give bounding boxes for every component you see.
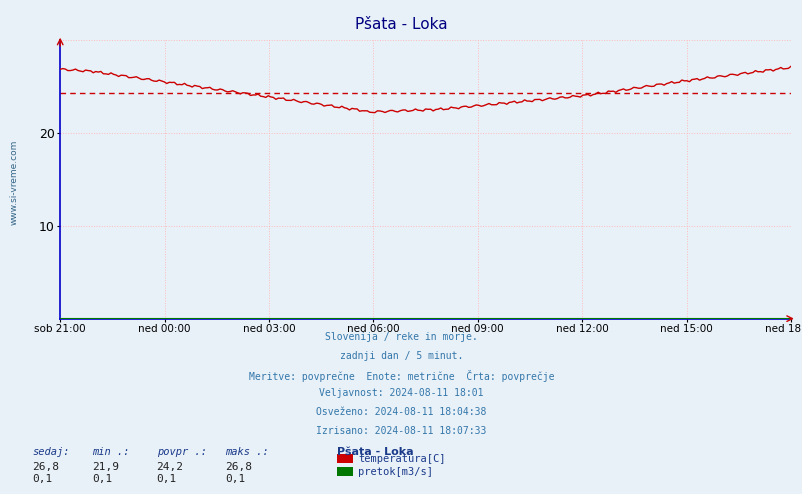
Text: 0,1: 0,1 (92, 474, 112, 484)
Text: maks .:: maks .: (225, 447, 268, 457)
Text: povpr .:: povpr .: (156, 447, 206, 457)
Text: Meritve: povprečne  Enote: metrične  Črta: povprečje: Meritve: povprečne Enote: metrične Črta:… (249, 370, 553, 381)
Text: sedaj:: sedaj: (32, 447, 70, 457)
Text: Osveženo: 2024-08-11 18:04:38: Osveženo: 2024-08-11 18:04:38 (316, 407, 486, 417)
Text: 21,9: 21,9 (92, 462, 119, 472)
Text: 0,1: 0,1 (225, 474, 245, 484)
Text: 24,2: 24,2 (156, 462, 184, 472)
Text: 0,1: 0,1 (156, 474, 176, 484)
Text: min .:: min .: (92, 447, 130, 457)
Text: temperatura[C]: temperatura[C] (358, 454, 445, 464)
Text: www.si-vreme.com: www.si-vreme.com (10, 140, 18, 225)
Text: zadnji dan / 5 minut.: zadnji dan / 5 minut. (339, 351, 463, 361)
Text: Slovenija / reke in morje.: Slovenija / reke in morje. (325, 332, 477, 342)
Text: 26,8: 26,8 (32, 462, 59, 472)
Text: 0,1: 0,1 (32, 474, 52, 484)
Text: Veljavnost: 2024-08-11 18:01: Veljavnost: 2024-08-11 18:01 (319, 388, 483, 398)
Text: Pšata - Loka: Pšata - Loka (337, 447, 413, 457)
Text: Pšata - Loka: Pšata - Loka (354, 17, 448, 32)
Text: pretok[m3/s]: pretok[m3/s] (358, 467, 432, 477)
Text: Izrisano: 2024-08-11 18:07:33: Izrisano: 2024-08-11 18:07:33 (316, 426, 486, 436)
Text: 26,8: 26,8 (225, 462, 252, 472)
